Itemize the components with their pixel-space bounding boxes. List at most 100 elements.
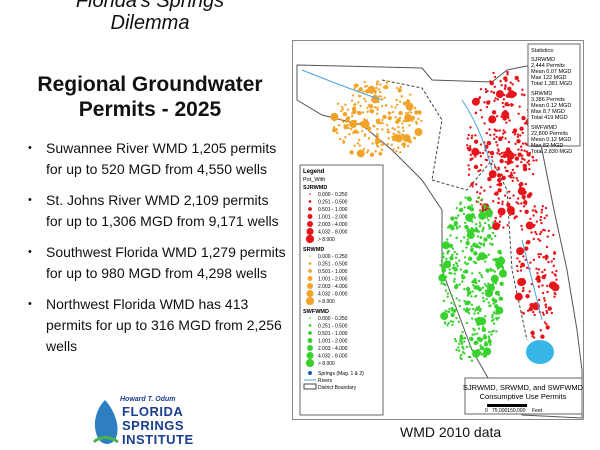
permit-dot bbox=[442, 270, 445, 274]
permit-dot bbox=[472, 283, 475, 287]
permit-dot bbox=[483, 207, 486, 210]
permit-dot bbox=[344, 103, 347, 106]
permit-dot bbox=[481, 214, 484, 217]
permit-dot bbox=[458, 283, 461, 286]
permit-dot bbox=[552, 233, 555, 237]
permit-dot bbox=[396, 118, 401, 123]
permit-dot bbox=[484, 260, 487, 263]
permit-dot bbox=[474, 134, 477, 137]
permit-dot bbox=[483, 315, 487, 318]
permit-dot bbox=[449, 234, 452, 237]
permit-dot bbox=[413, 137, 417, 140]
permit-dot bbox=[364, 100, 367, 103]
permit-dot bbox=[469, 153, 473, 157]
permit-dot bbox=[517, 202, 520, 205]
permit-dot bbox=[474, 155, 477, 158]
permit-dot bbox=[367, 137, 371, 140]
permit-dot bbox=[446, 226, 450, 229]
legend-item: 2.003 - 4.000 bbox=[318, 222, 348, 228]
permit-dot bbox=[510, 171, 513, 175]
permit-dot bbox=[455, 206, 458, 210]
statistics-line: 3,386 Permits bbox=[531, 97, 565, 103]
statistics-line: 22,800 Permits bbox=[531, 131, 568, 137]
permit-dot bbox=[480, 116, 484, 119]
permit-dot bbox=[467, 256, 473, 261]
statistics-line: Mean 0.07 MGD bbox=[531, 69, 571, 75]
permit-dot bbox=[482, 204, 486, 207]
legend-item: 0.501 - 1.000 bbox=[318, 269, 348, 275]
permit-dot bbox=[454, 256, 458, 260]
permit-dot bbox=[538, 239, 542, 242]
permit-dot bbox=[503, 109, 508, 115]
permit-dot bbox=[490, 90, 493, 93]
permit-dot bbox=[364, 119, 367, 123]
permit-dot bbox=[495, 330, 498, 333]
permit-dot bbox=[356, 142, 360, 145]
permit-dot bbox=[404, 120, 408, 123]
permit-dot bbox=[473, 312, 476, 315]
permit-dot bbox=[487, 176, 492, 182]
permit-dot bbox=[487, 150, 490, 154]
permit-dot bbox=[396, 121, 399, 125]
permit-dot bbox=[523, 158, 526, 161]
permit-dot bbox=[493, 85, 496, 89]
permit-dot bbox=[459, 268, 463, 271]
permit-dot bbox=[476, 307, 479, 310]
permit-dot bbox=[529, 217, 532, 221]
permit-dot bbox=[473, 243, 477, 246]
permit-dot bbox=[544, 303, 547, 307]
legend-symbol bbox=[308, 331, 312, 335]
permit-dot bbox=[477, 279, 481, 283]
permit-dot bbox=[403, 101, 406, 104]
permit-dot bbox=[532, 336, 536, 339]
permit-dot bbox=[516, 165, 519, 168]
permit-dot bbox=[483, 101, 486, 104]
permit-dot bbox=[531, 156, 535, 159]
permit-dot bbox=[352, 120, 355, 123]
permit-dot bbox=[500, 155, 503, 158]
permit-dot bbox=[453, 280, 456, 283]
permit-dot bbox=[488, 330, 491, 334]
permit-dot bbox=[448, 307, 451, 311]
permit-dot bbox=[522, 286, 525, 290]
permit-dot bbox=[466, 228, 471, 233]
permit-dot bbox=[463, 206, 466, 209]
permit-dot bbox=[499, 281, 504, 286]
permit-dot bbox=[481, 291, 484, 295]
permit-dot bbox=[354, 102, 357, 106]
permit-dot bbox=[489, 185, 492, 189]
permit-dot bbox=[481, 198, 484, 201]
permit-dot bbox=[458, 299, 461, 302]
legend-item: 1.001 - 2.000 bbox=[318, 215, 348, 221]
permit-dot bbox=[522, 205, 526, 208]
permit-dot bbox=[461, 249, 464, 253]
permit-dot bbox=[496, 129, 499, 132]
permit-dot bbox=[460, 357, 463, 361]
permit-dot bbox=[522, 163, 527, 169]
permit-dot bbox=[476, 312, 480, 315]
permit-dot bbox=[545, 309, 548, 313]
permit-dot bbox=[547, 260, 550, 264]
permit-dot bbox=[504, 101, 509, 107]
permit-dot bbox=[342, 111, 348, 117]
permit-dot bbox=[464, 196, 467, 199]
permit-dot bbox=[474, 228, 479, 233]
permit-dot bbox=[487, 206, 490, 209]
permit-dot bbox=[488, 128, 491, 131]
permit-dot bbox=[468, 345, 472, 348]
permit-dot bbox=[462, 308, 466, 311]
permit-dot bbox=[492, 71, 495, 75]
permit-dot bbox=[542, 313, 545, 316]
logo-text: FLORIDA bbox=[122, 404, 184, 419]
permit-dot bbox=[539, 253, 543, 256]
permit-dot bbox=[345, 116, 351, 121]
permit-dot bbox=[515, 201, 518, 204]
permit-dot bbox=[397, 88, 402, 93]
permit-dot bbox=[484, 88, 487, 91]
permit-dot bbox=[399, 85, 402, 89]
permit-dot bbox=[539, 215, 543, 219]
permit-dot bbox=[489, 269, 493, 272]
permit-dot bbox=[514, 142, 517, 146]
permit-dot bbox=[480, 217, 484, 220]
permit-dot bbox=[502, 153, 507, 159]
